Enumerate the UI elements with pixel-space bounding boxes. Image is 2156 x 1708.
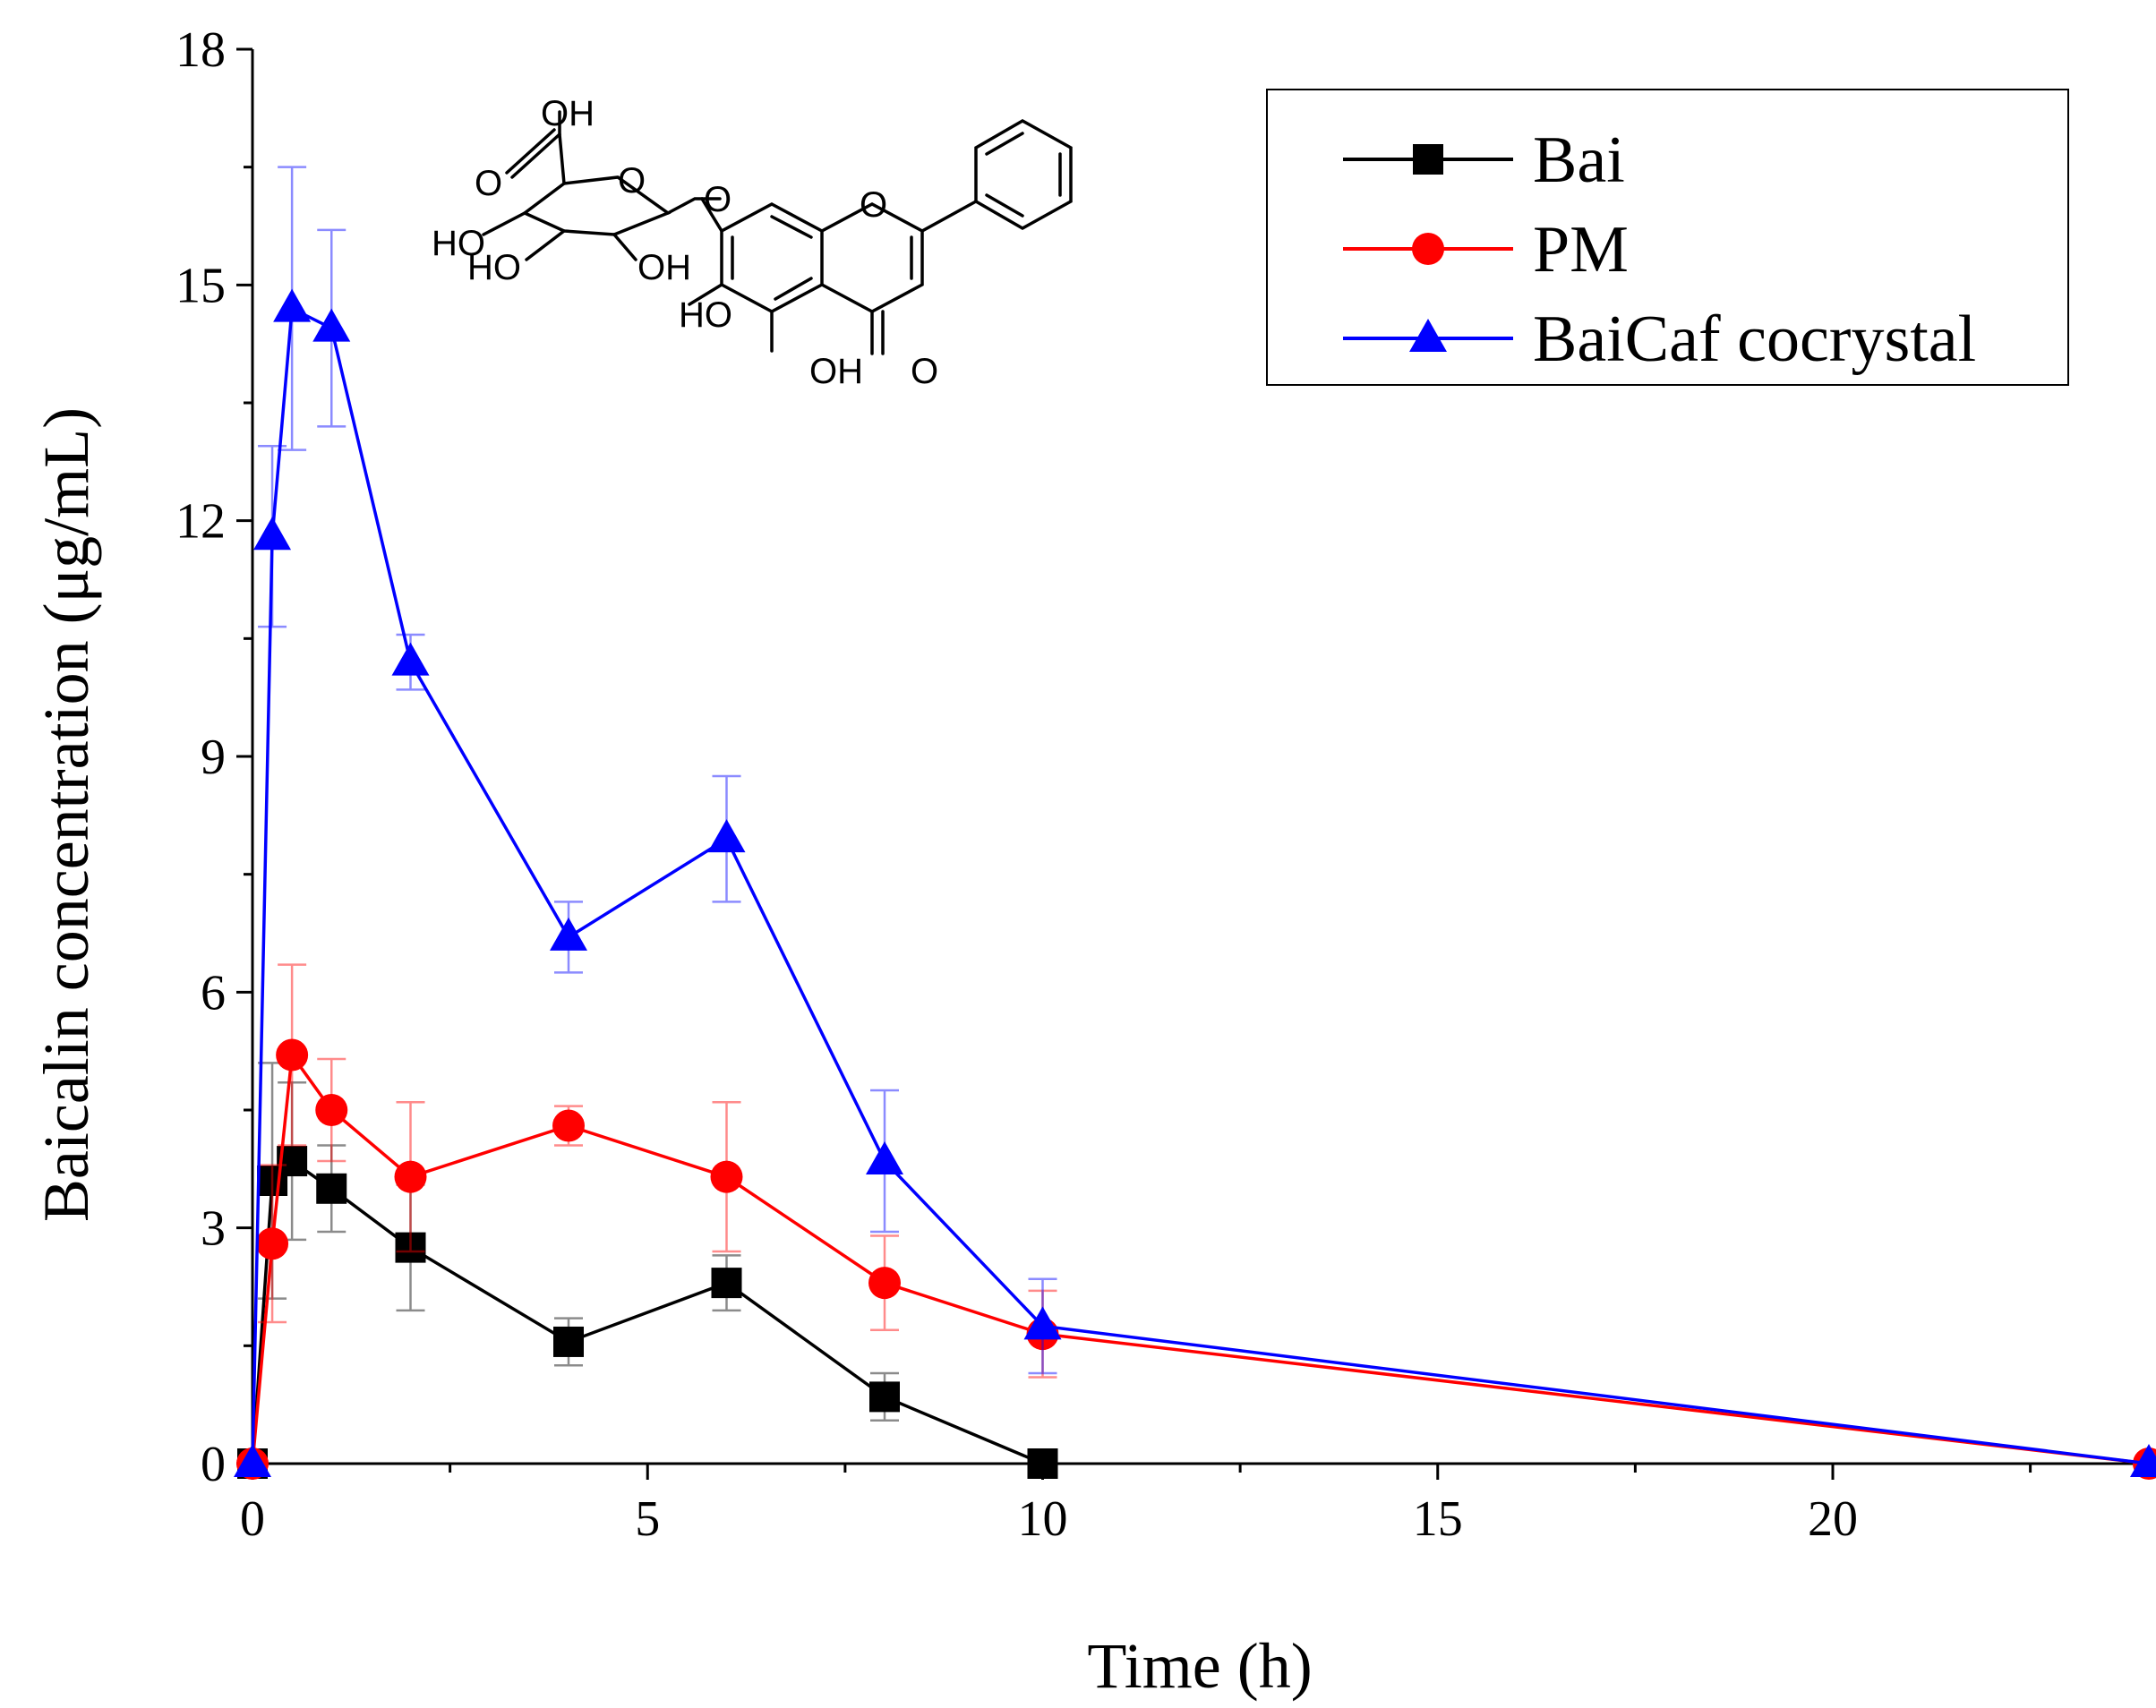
- phenyl-double-3: [985, 193, 1024, 218]
- y-tick-label: 15: [175, 258, 226, 313]
- data-point-baicaf-cocrystal: [1023, 1306, 1062, 1340]
- legend-items: Bai PM BaiCaf cocrystal: [1343, 124, 1976, 376]
- x-ticks: 0 5 10 15 20: [240, 1464, 2032, 1547]
- carbonyl-bond-a: [510, 132, 561, 179]
- series-layer: [234, 166, 2156, 1480]
- label-ho-b: HO: [467, 248, 521, 287]
- data-point-baicaf-cocrystal: [234, 1444, 271, 1477]
- ring-a-double-2: [774, 277, 813, 301]
- ring-a-o-bond: [700, 197, 723, 233]
- data-point-baicaf-cocrystal: [2130, 1444, 2156, 1477]
- flavone-ring-c: [820, 202, 924, 313]
- y-tick-label: 0: [201, 1437, 226, 1492]
- ring-a-double-3: [770, 215, 813, 239]
- data-point-pm: [315, 1094, 348, 1126]
- label-oh-5: OH: [809, 352, 863, 391]
- label-o-link: O: [704, 180, 732, 219]
- x-tick-label: 5: [635, 1491, 660, 1547]
- legend: Bai PM BaiCaf cocrystal: [1266, 89, 2069, 386]
- data-point-baicaf-cocrystal: [866, 1141, 903, 1175]
- series-pm: [236, 963, 2156, 1480]
- label-oh-c: OH: [637, 248, 691, 287]
- data-point-pm: [256, 1227, 289, 1260]
- legend-marker-pm: [1412, 233, 1444, 265]
- data-point-pm: [552, 1109, 585, 1142]
- label-ho-a: HO: [432, 224, 485, 263]
- label-o-ring1: O: [618, 161, 646, 201]
- legend-label-baicaf-cocrystal: BaiCaf cocrystal: [1533, 303, 1976, 376]
- legend-box: [1266, 89, 2069, 386]
- oh-bond-c: [612, 233, 637, 261]
- ho6-bond: [688, 283, 723, 306]
- y-axis-title: Baicalin concentration (μg/mL): [30, 407, 102, 1222]
- data-point-bai: [1027, 1448, 1058, 1479]
- data-point-baicaf-cocrystal: [391, 642, 430, 676]
- data-point-baicaf-cocrystal: [253, 517, 292, 551]
- legend-marker-bai: [1413, 144, 1443, 175]
- legend-label-pm: PM: [1533, 213, 1629, 286]
- data-point-baicaf-cocrystal: [273, 288, 312, 322]
- label-o-ring2: O: [860, 185, 887, 225]
- y-ticks: 0 3 6 9 12 15 18: [175, 22, 252, 1492]
- data-point-bai: [711, 1268, 742, 1299]
- x-tick-label: 20: [1808, 1491, 1858, 1547]
- x-axis-title: Time (h): [1087, 1630, 1312, 1702]
- series-line-pm: [251, 1050, 2150, 1465]
- label-ho-6: HO: [679, 295, 732, 335]
- plot-area: 0 5 10 15 20 0 3 6 9 12 15 18: [175, 22, 2149, 1547]
- data-point-baicaf-cocrystal: [707, 819, 746, 853]
- data-point-bai: [553, 1326, 584, 1357]
- data-point-pm: [868, 1267, 901, 1300]
- data-point-baicaf-cocrystal: [312, 308, 351, 342]
- series-baicaf-cocrystal: [234, 166, 2156, 1477]
- baicalin-structure: [482, 110, 1073, 355]
- data-point-pm: [394, 1160, 427, 1193]
- x-tick-label: 0: [240, 1491, 265, 1547]
- data-point-pm: [276, 1038, 309, 1072]
- x-tick-label: 15: [1413, 1491, 1463, 1547]
- carbonyl-bond-b: [505, 128, 556, 175]
- x-tick-label: 10: [1018, 1491, 1068, 1547]
- y-tick-label: 18: [175, 22, 226, 78]
- data-point-baicaf-cocrystal: [550, 917, 587, 951]
- label-oh-top: OH: [541, 94, 595, 133]
- glycosidic-link: [666, 197, 722, 215]
- phenyl-link: [920, 200, 978, 233]
- series-line-baicaf-cocrystal: [251, 305, 2150, 1465]
- label-o-keto: O: [911, 352, 938, 391]
- baicalin-structure-labels: OH O O O HO HO OH O HO OH O: [432, 94, 938, 391]
- phenyl-ring: [974, 118, 1073, 231]
- data-point-bai: [316, 1173, 347, 1204]
- ho-bond-b: [525, 229, 566, 261]
- data-point-pm: [710, 1160, 743, 1193]
- ho-bond-a: [482, 211, 526, 236]
- label-o-carboxyl: O: [475, 164, 502, 203]
- y-tick-label: 3: [201, 1201, 226, 1257]
- data-point-bai: [395, 1232, 426, 1263]
- y-tick-label: 9: [201, 730, 226, 785]
- legend-label-bai: Bai: [1533, 124, 1625, 197]
- phenyl-double-1: [985, 132, 1024, 156]
- y-tick-label: 6: [201, 965, 226, 1021]
- legend-marker-baicaf-cocrystal: [1409, 319, 1447, 352]
- data-point-bai: [869, 1381, 900, 1413]
- y-tick-label: 12: [175, 494, 226, 550]
